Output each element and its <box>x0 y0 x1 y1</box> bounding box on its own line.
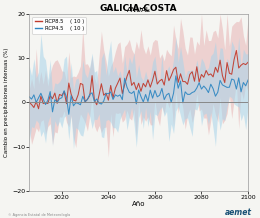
X-axis label: Año: Año <box>132 201 145 207</box>
Text: aemet: aemet <box>225 208 252 217</box>
Text: ANUAL: ANUAL <box>127 7 151 13</box>
Title: GALICIA-COSTA: GALICIA-COSTA <box>100 4 177 13</box>
Y-axis label: Cambio en precipitaciones intensas (%): Cambio en precipitaciones intensas (%) <box>4 48 9 157</box>
Text: © Agencia Estatal de Meteorología: © Agencia Estatal de Meteorología <box>8 213 70 217</box>
Legend: RCP8.5    ( 10 ), RCP4.5    ( 10 ): RCP8.5 ( 10 ), RCP4.5 ( 10 ) <box>32 17 86 34</box>
